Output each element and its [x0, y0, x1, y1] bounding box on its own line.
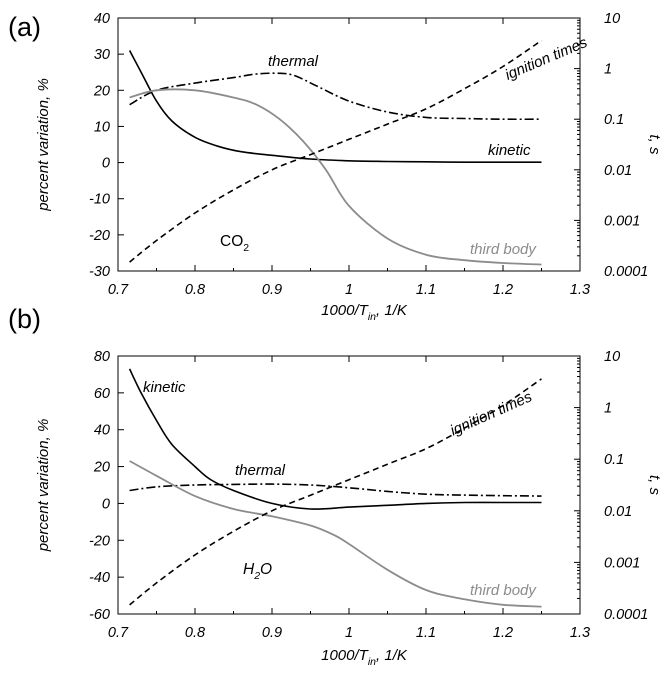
- species-label: H2O: [243, 561, 272, 582]
- y-axis-label: percent variation, %: [35, 419, 52, 553]
- y-right-tick-label: 0.1: [604, 112, 624, 128]
- y-tick-label: 80: [94, 349, 110, 365]
- x-axis-label-main: 1000/T: [321, 647, 370, 664]
- x-tick-label: 1.1: [416, 282, 436, 298]
- x-axis-label-main: 1000/T: [321, 302, 370, 319]
- y-right-axis-label: t, s: [646, 475, 663, 496]
- annotation-kinetic: kinetic: [143, 379, 186, 396]
- y-tick-label: 30: [94, 47, 110, 63]
- chart-panel-b: (b) 0.7 0.8 0.9 1 1.1 1.2 1.3 -60 -40 -20 0 20 40 60 80…: [8, 304, 663, 668]
- x-axis-label-sub: in: [368, 656, 376, 668]
- y-tick-label: -20: [89, 533, 110, 549]
- annotation-third-body: third body: [470, 241, 537, 258]
- y-right-tick-label: 1: [604, 62, 612, 78]
- x-tick-label: 0.8: [185, 282, 205, 298]
- y-tick-label: 0: [102, 156, 110, 172]
- series-line-ignition-times: [129, 39, 542, 263]
- y-right-tick-label: 1: [604, 401, 612, 417]
- series-line-ignition-times: [129, 378, 542, 606]
- species-main: CO: [220, 233, 243, 250]
- y-tick-label: 40: [94, 11, 110, 27]
- y-tick-label: -40: [89, 570, 110, 586]
- y-tick-label: -20: [89, 228, 110, 244]
- chart-panel-a: (a) 0.7 0.8 0.9 1 1.1 1.2 1.3 -30 -20 -10 0 10 20 30 40…: [8, 11, 663, 323]
- x-axis-label-unit: , 1/K: [376, 647, 408, 664]
- y-tick-label: 20: [93, 83, 110, 99]
- species-label: CO2: [220, 233, 249, 254]
- series-line-third-body: [129, 88, 542, 266]
- y-right-tick-label: 0.001: [604, 213, 640, 229]
- x-tick-label: 0.9: [262, 625, 282, 641]
- x-tick-label: 1: [345, 625, 353, 641]
- species-sub: 2: [243, 242, 249, 254]
- species-main: H: [243, 561, 255, 578]
- series-line-thermal: [129, 72, 542, 121]
- x-axis-label: 1000/Tin, 1/K: [321, 647, 408, 668]
- annotation-thermal: thermal: [235, 462, 286, 479]
- x-tick-label: 1.3: [570, 625, 590, 641]
- y-right-tick-label: 0.01: [604, 504, 632, 520]
- x-tick-label: 0.7: [108, 625, 129, 641]
- y-tick-label: -30: [89, 264, 110, 280]
- x-tick-label: 1.2: [493, 625, 513, 641]
- y-tick-label: 60: [94, 386, 110, 402]
- species-tail: O: [260, 561, 272, 578]
- y-right-axis-label: t, s: [646, 134, 663, 155]
- y-axis-label: percent variation, %: [35, 78, 52, 212]
- y-tick-label: 40: [94, 423, 110, 439]
- y-right-tick-label: 10: [604, 11, 620, 27]
- y-right-tick-label: 0.01: [604, 163, 632, 179]
- x-tick-label: 0.8: [185, 625, 205, 641]
- annotation-third-body: third body: [470, 582, 537, 599]
- annotation-kinetic: kinetic: [488, 142, 531, 159]
- x-axis-label-sub: in: [368, 311, 376, 323]
- y-right-tick-label: 0.001: [604, 555, 640, 571]
- x-tick-label: 0.9: [262, 282, 282, 298]
- panel-label: (b): [8, 304, 41, 334]
- series-line-kinetic: [128, 368, 542, 510]
- x-tick-label: 1.2: [493, 282, 513, 298]
- x-axis-label-unit: , 1/K: [376, 302, 408, 319]
- series-line-thermal: [129, 483, 542, 497]
- series-line-third-body: [129, 460, 542, 608]
- x-axis-label: 1000/Tin, 1/K: [321, 302, 408, 323]
- species-sub: 2: [253, 570, 260, 582]
- series-line-kinetic: [128, 50, 542, 164]
- annotation-ignition-times: ignition times: [448, 388, 535, 439]
- annotation-thermal: thermal: [268, 53, 319, 70]
- y-right-tick-label: 0.0001: [604, 607, 648, 623]
- x-tick-label: 1: [345, 282, 353, 298]
- x-tick-label: 0.7: [108, 282, 129, 298]
- y-right-tick-label: 10: [604, 349, 620, 365]
- x-tick-label: 1.1: [416, 625, 436, 641]
- y-tick-label: 0: [102, 496, 110, 512]
- y-right-tick-label: 0.1: [604, 452, 624, 468]
- x-tick-label: 1.3: [570, 282, 590, 298]
- y-tick-label: 20: [93, 460, 110, 476]
- y-tick-label: 10: [94, 119, 110, 135]
- y-tick-label: -10: [89, 192, 110, 208]
- panel-label: (a): [8, 12, 41, 42]
- y-right-tick-label: 0.0001: [604, 264, 648, 280]
- y-tick-label: -60: [89, 607, 110, 623]
